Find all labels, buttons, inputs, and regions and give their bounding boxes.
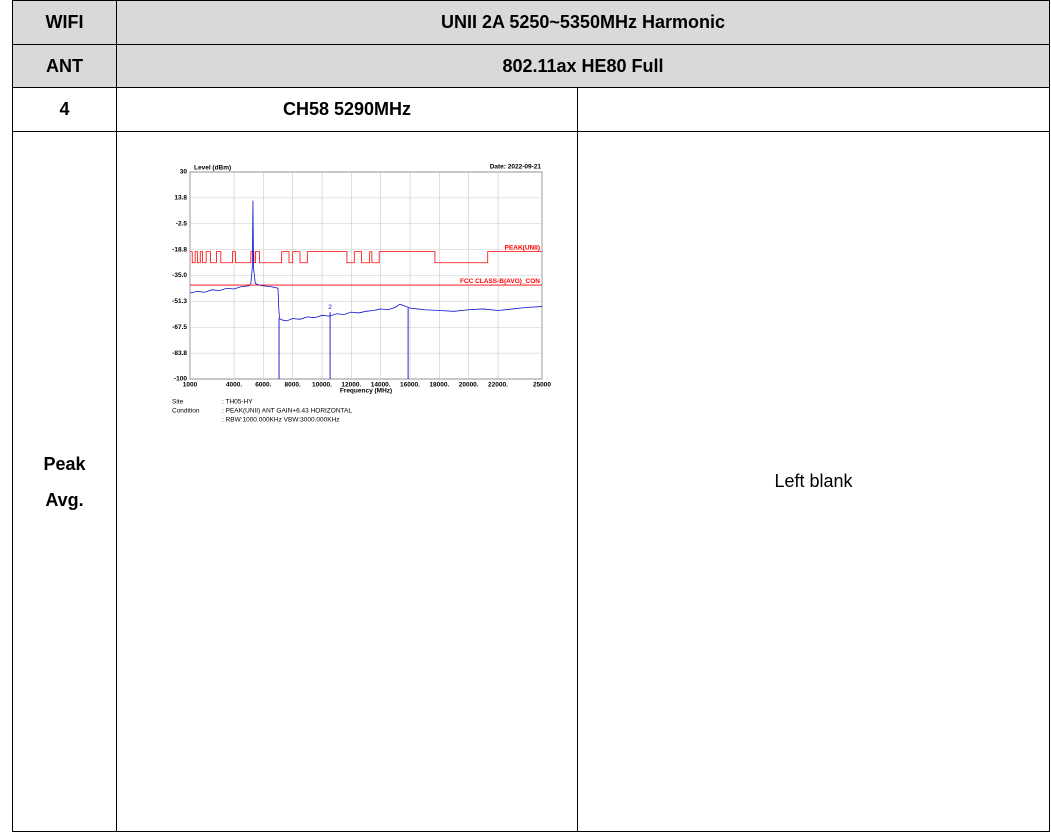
x-tick-label: 16000.	[400, 382, 420, 389]
x-tick-label: 1000	[183, 382, 198, 389]
date: Date: 2022-09-21	[490, 164, 542, 171]
footer-text: : RBW:1000.000KHz VBW:3000.000KHz	[222, 417, 340, 424]
x-tick-label: 4000.	[226, 382, 242, 389]
row-label: 4	[12, 87, 117, 132]
series-label: FCC CLASS-B(AVG)_CON	[460, 278, 540, 285]
label-line: Avg.	[45, 489, 84, 510]
series-line	[190, 251, 542, 264]
x-tick-label: 14000.	[371, 382, 391, 389]
x-tick-label: 20000.	[459, 382, 479, 389]
label-line: Peak	[43, 453, 86, 474]
x-tick-label: 8000.	[285, 382, 301, 389]
y-tick-label: 30	[180, 169, 188, 176]
empty-cell	[577, 87, 1050, 132]
spectrum-plot: Level (dBm) Date: 2022-09-21 Frequency (…	[172, 164, 551, 424]
x-tick-label: 25000	[533, 382, 551, 389]
marker-label: 2	[328, 304, 332, 311]
y-axis-title: Level (dBm)	[194, 165, 231, 172]
footer-label: Site	[172, 399, 184, 406]
series-label: PEAK(UNII)	[505, 244, 540, 251]
footer-text: : TH05-HY	[222, 399, 253, 406]
x-tick-label: 18000.	[429, 382, 449, 389]
row-label: WIFI	[12, 0, 117, 45]
y-tick-label: -18.8	[172, 246, 187, 253]
y-tick-label: 13.8	[174, 195, 187, 202]
footer-text: : PEAK(UNII) ANT GAIN+6.43 HORIZONTAL	[222, 408, 352, 415]
row-value: 802.11ax HE80 Full	[116, 44, 1050, 88]
series-line	[189, 200, 543, 322]
row-value: UNII 2A 5250~5350MHz Harmonic	[116, 0, 1050, 45]
x-tick-label: 10000.	[312, 382, 332, 389]
footer-label: Condition	[172, 408, 200, 415]
note-cell: Left blank	[577, 131, 1050, 832]
row-value: CH58 5290MHz	[116, 87, 578, 132]
note: Left blank	[774, 471, 853, 491]
y-tick-label: -35.0	[172, 272, 187, 279]
y-tick-label: -100	[174, 376, 187, 383]
x-tick-label: 12000.	[341, 382, 361, 389]
y-tick-label: -67.5	[172, 324, 187, 331]
x-axis-title: Frequency (MHz)	[340, 388, 392, 395]
x-tick-label: 6000.	[255, 382, 271, 389]
x-tick-label: 22000.	[488, 382, 508, 389]
y-tick-label: -51.3	[172, 298, 187, 305]
y-tick-label: -83.8	[172, 350, 187, 357]
row-label: ANT	[12, 44, 117, 88]
result-label: Peak Avg.	[12, 131, 117, 832]
y-tick-label: -2.5	[176, 220, 188, 227]
